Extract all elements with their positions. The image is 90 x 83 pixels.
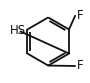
Text: F: F [77,9,83,22]
Text: F: F [77,59,83,72]
Text: HS: HS [10,24,26,37]
